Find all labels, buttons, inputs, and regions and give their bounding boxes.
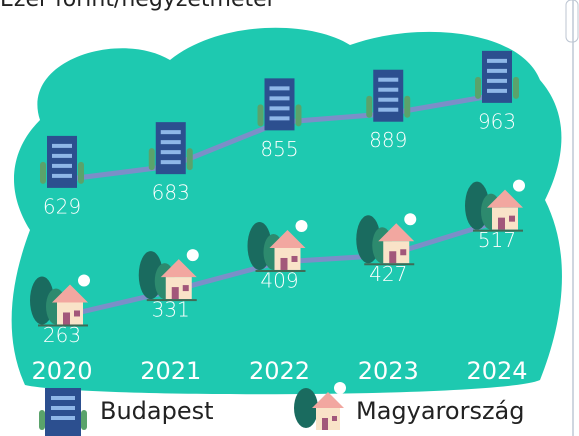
data-label: 409 [260, 268, 298, 292]
data-label: 683 [152, 181, 190, 205]
data-label: 263 [43, 323, 81, 347]
house-marker [247, 219, 308, 272]
x-tick-label: 2022 [249, 357, 310, 385]
building-marker [475, 50, 519, 103]
house-marker [30, 274, 90, 327]
legend-icon-house [294, 382, 346, 430]
house-marker [138, 249, 199, 302]
x-tick-label: 2020 [31, 357, 92, 385]
legend-icon-building [39, 388, 87, 436]
x-tick-label: 2024 [466, 357, 527, 385]
data-label: 629 [43, 194, 81, 218]
legend-label: Magyarország [356, 397, 525, 425]
chart-title: Ezer forint/négyzetméter [0, 0, 277, 12]
building-marker [148, 122, 193, 175]
data-label: 963 [478, 109, 516, 133]
x-tick-label: 2023 [358, 357, 419, 385]
background-blob [11, 27, 562, 395]
scrollbar-track [572, 0, 574, 436]
data-label: 889 [369, 128, 407, 152]
house-marker [356, 213, 417, 266]
building-marker [257, 78, 302, 131]
x-tick-label: 2021 [140, 357, 201, 385]
data-label: 427 [369, 262, 407, 286]
data-label: 517 [478, 228, 516, 252]
data-label: 855 [260, 137, 298, 161]
legend-label: Budapest [100, 397, 214, 425]
legend: Budapest Magyarország [39, 382, 525, 436]
house-marker [465, 179, 525, 232]
scrollbar-thumb [565, 0, 579, 43]
building-marker [40, 135, 84, 188]
building-marker [366, 69, 411, 122]
data-label: 331 [152, 298, 190, 322]
